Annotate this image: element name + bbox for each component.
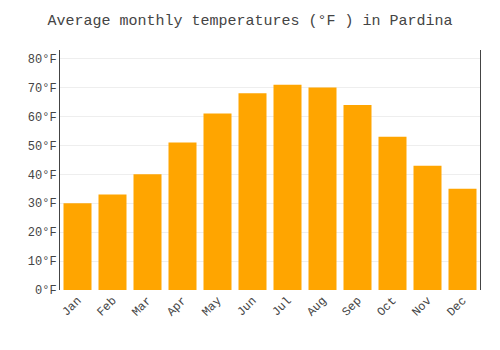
svg-text:Apr: Apr xyxy=(164,294,189,319)
svg-text:Nov: Nov xyxy=(409,294,434,319)
svg-text:10°F: 10°F xyxy=(28,255,57,269)
svg-text:Feb: Feb xyxy=(94,294,119,319)
svg-text:Oct: Oct xyxy=(374,294,399,319)
svg-text:Jan: Jan xyxy=(59,294,84,319)
svg-text:70°F: 70°F xyxy=(28,82,57,96)
svg-text:30°F: 30°F xyxy=(28,197,57,211)
svg-text:60°F: 60°F xyxy=(28,111,57,125)
svg-text:0°F: 0°F xyxy=(35,284,57,298)
svg-text:May: May xyxy=(199,294,224,319)
svg-text:Aug: Aug xyxy=(304,294,329,319)
svg-text:Dec: Dec xyxy=(444,294,469,319)
svg-text:80°F: 80°F xyxy=(28,53,57,67)
svg-text:Average monthly temperatures (: Average monthly temperatures (°F ) in Pa… xyxy=(47,13,452,30)
svg-text:Jun: Jun xyxy=(234,294,259,319)
svg-text:50°F: 50°F xyxy=(28,140,57,154)
svg-text:20°F: 20°F xyxy=(28,226,57,240)
svg-text:Jul: Jul xyxy=(269,294,294,319)
svg-text:Sep: Sep xyxy=(339,294,364,319)
svg-text:Mar: Mar xyxy=(129,294,154,319)
svg-text:40°F: 40°F xyxy=(28,169,57,183)
